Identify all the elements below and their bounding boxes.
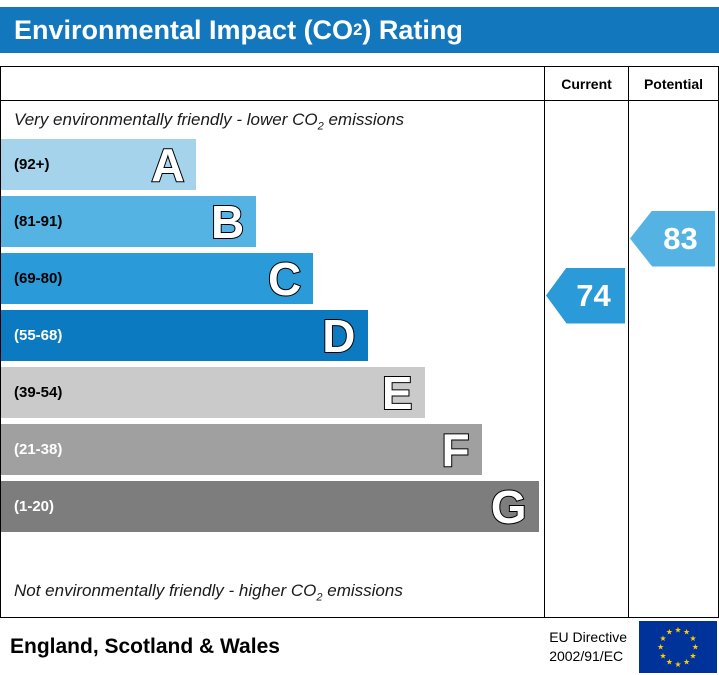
svg-text:★: ★	[659, 651, 666, 660]
band-range-label: (92+)	[14, 156, 50, 173]
band-row-a: (92+) A	[1, 139, 544, 196]
band-row-c: (69-80) C	[1, 253, 544, 310]
svg-text:★: ★	[675, 659, 682, 668]
band-bar-b: (81-91) B	[1, 195, 257, 248]
bands-column: Very environmentally friendly - lower CO…	[1, 67, 544, 617]
band-row-e: (39-54) E	[1, 367, 544, 424]
band-bar-d: (55-68) D	[1, 310, 368, 361]
band-bar-e: (39-54) E	[1, 367, 425, 418]
title-text: Environmental Impact (CO	[14, 14, 354, 45]
bands-column-header	[1, 67, 544, 101]
current-column: Current 74	[544, 67, 628, 617]
band-letter: A	[150, 138, 185, 191]
bottom-note: Not environmentally friendly - higher CO…	[14, 581, 403, 604]
band-range-label: (39-54)	[14, 384, 63, 401]
band-range-label: (1-20)	[14, 498, 55, 515]
band-letter: G	[490, 480, 528, 533]
band-range-label: (81-91)	[14, 213, 63, 230]
band-row-f: (21-38) F	[1, 424, 544, 481]
band-row-g: (1-20) G	[1, 481, 544, 538]
potential-arrow-area: 83	[629, 101, 718, 617]
band-bar-g: (1-20) G	[1, 481, 539, 532]
band-letter: D	[321, 309, 356, 362]
current-arrow-area: 74	[545, 101, 628, 617]
band-row-d: (55-68) D	[1, 310, 544, 367]
svg-text:★: ★	[666, 657, 673, 666]
band-range-label: (55-68)	[14, 327, 63, 344]
svg-text:★: ★	[675, 625, 682, 634]
footer-region-label: England, Scotland & Wales	[10, 634, 280, 658]
band-letter: B	[210, 195, 245, 248]
rating-chart: Very environmentally friendly - lower CO…	[0, 66, 719, 618]
svg-text:★: ★	[659, 633, 666, 642]
eu-flag-icon: ★ ★ ★ ★ ★ ★ ★ ★ ★ ★ ★ ★	[639, 620, 717, 673]
band-letter: C	[267, 252, 302, 305]
potential-value: 83	[663, 220, 698, 256]
eu-directive-label: EU Directive 2002/91/EC	[549, 629, 627, 664]
svg-text:★: ★	[692, 642, 699, 651]
potential-column: Potential 83	[628, 67, 718, 617]
band-bar-a: (92+) A	[1, 138, 197, 191]
current-arrow: 74	[546, 267, 625, 324]
svg-text:★: ★	[690, 633, 697, 642]
svg-text:★: ★	[657, 642, 664, 651]
band-row-b: (81-91) B	[1, 196, 544, 253]
band-range-label: (69-80)	[14, 270, 63, 287]
current-value: 74	[576, 277, 611, 313]
svg-text:★: ★	[683, 657, 690, 666]
potential-arrow: 83	[630, 210, 715, 267]
page-title: Environmental Impact (CO 2) Rating	[0, 7, 719, 53]
top-note: Very environmentally friendly - lower CO…	[14, 110, 405, 133]
svg-text:★: ★	[683, 627, 690, 636]
band-range-label: (21-38)	[14, 441, 63, 458]
band-bar-c: (69-80) C	[1, 252, 314, 305]
title-text-end: ) Rating	[362, 14, 463, 45]
band-bar-f: (21-38) F	[1, 424, 482, 475]
potential-column-header: Potential	[629, 67, 718, 101]
band-letter: E	[381, 366, 414, 419]
svg-text:★: ★	[666, 627, 673, 636]
band-letter: F	[440, 423, 470, 476]
current-column-header: Current	[545, 67, 628, 101]
footer: England, Scotland & Wales EU Directive 2…	[0, 618, 719, 675]
svg-text:★: ★	[690, 651, 697, 660]
